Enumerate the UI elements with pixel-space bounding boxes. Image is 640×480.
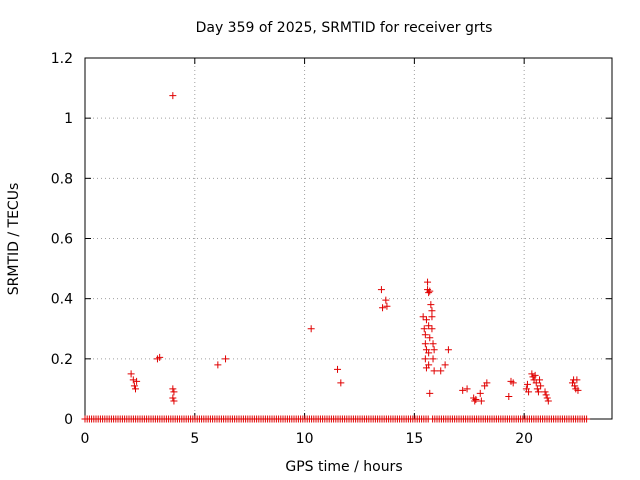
data-point [430,346,438,354]
y-tick-label: 0.2 [51,352,73,368]
data-point [534,388,542,396]
y-tick-label: 0.4 [51,292,73,308]
data-point [429,355,437,363]
data-point [528,370,536,378]
data-point [537,382,545,390]
data-point [426,389,434,397]
data-point [379,304,387,312]
data-point [463,385,471,393]
data-point [334,365,342,373]
data-point [421,331,429,339]
y-axis-label: SRMTID / TECUs [6,183,22,296]
data-point [525,388,533,396]
data-point [382,296,390,304]
data-point [127,370,135,378]
data-point [430,367,438,375]
data-point [483,379,491,387]
data-point [170,388,178,396]
data-point [472,395,480,403]
y-tick-label: 1 [64,111,73,127]
data-point [428,325,436,333]
data-point [477,397,485,405]
data-point [425,361,433,369]
data-point [222,355,230,363]
data-point [425,322,433,330]
data-point [307,325,315,333]
data-point [476,389,484,397]
data-point [424,278,432,286]
data-point [471,397,479,405]
data-point [571,382,579,390]
data-point [459,386,467,394]
chart-title: Day 359 of 2025, SRMTID for receiver grt… [196,20,493,36]
data-point [542,391,550,399]
data-point [383,302,391,310]
data-point [444,346,452,354]
grid [85,58,612,419]
data-point [544,397,552,405]
y-tick-label: 0.6 [51,232,73,248]
x-tick-label: 10 [296,431,314,447]
data-point [170,397,178,405]
data-point [425,349,433,357]
data-point [419,313,427,321]
baseline-point [583,415,591,423]
data-point [573,376,581,384]
data-point [132,385,140,393]
x-tick-label: 20 [515,431,533,447]
data-point [533,385,541,393]
data-point [437,367,445,375]
x-tick-label: 0 [81,431,90,447]
data-point [421,340,429,348]
data-point [428,313,436,321]
data-point [428,307,436,315]
x-tick-label: 5 [190,431,199,447]
data-point [420,325,428,333]
y-tick-label: 1.2 [51,51,73,67]
data-point [505,392,513,400]
data-point [129,376,137,384]
y-tick-label: 0 [64,412,73,428]
data-point [536,376,544,384]
data-point [543,394,551,402]
data-point [337,379,345,387]
data-point [429,340,437,348]
data-point [509,379,517,387]
data-point [133,377,141,385]
data-point [214,361,222,369]
data-point [427,301,435,309]
data-point [377,286,385,294]
data-point [156,353,164,361]
x-axis-label: GPS time / hours [285,459,402,475]
data-point [422,316,430,324]
data-point [421,355,429,363]
data-point [425,289,433,297]
data-point [541,388,549,396]
data-point [426,287,434,295]
data-point [426,334,434,342]
data-point [169,92,177,100]
data-points [81,92,591,423]
x-tick-label: 15 [405,431,423,447]
y-tick-label: 0.8 [51,171,73,187]
plot-frame [84,57,613,420]
axis-ticks: 0 5 10 15 20 0 0.2 0.4 0.6 0.8 1 1.2 [51,51,612,447]
data-point [531,371,539,379]
data-point [169,385,177,393]
data-point [574,386,582,394]
data-point [169,394,177,402]
data-point [532,379,540,387]
data-point [523,380,531,388]
data-point [130,382,138,390]
data-point [441,361,449,369]
